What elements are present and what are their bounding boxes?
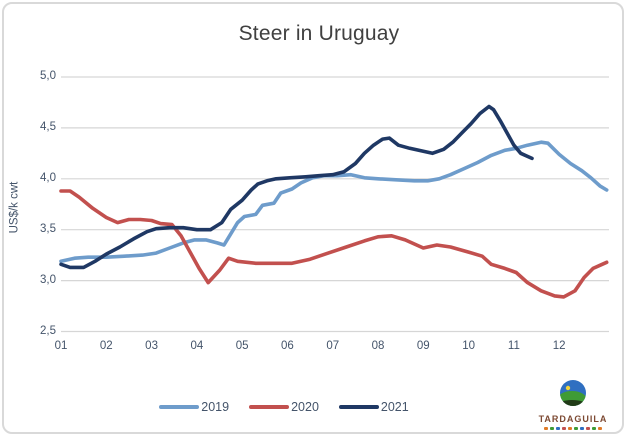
x-tick-label-09: 09 <box>416 340 430 352</box>
legend-item-2020: 2020 <box>249 400 319 414</box>
globe-shadow <box>560 400 586 406</box>
chart-title: Steer in Uruguay <box>238 22 400 45</box>
series-line-2020 <box>59 189 609 299</box>
series-line-2021 <box>59 104 534 270</box>
legend-item-2019: 2019 <box>159 400 229 414</box>
x-tick-label-08: 08 <box>371 340 385 352</box>
legend-swatch-2019 <box>159 405 200 409</box>
x-tick-label-12: 12 <box>552 340 566 352</box>
logo-globe-icon <box>560 380 586 406</box>
y-tick-label-2,5: 2,5 <box>40 324 56 337</box>
y-tick-label-4,5: 4,5 <box>40 120 56 133</box>
globe-sun <box>565 385 571 391</box>
legend: 2019 2020 2021 <box>0 400 568 414</box>
y-tick-label-5,0: 5,0 <box>40 70 56 82</box>
legend-label-2021: 2021 <box>380 400 409 414</box>
y-tick-label-3,0: 3,0 <box>40 273 56 286</box>
x-tick-label-07: 07 <box>326 340 340 352</box>
series-line-2019 <box>59 140 609 264</box>
legend-label-2019: 2019 <box>201 400 230 414</box>
x-tick-label-01: 01 <box>54 340 68 352</box>
x-tick-label-10: 10 <box>462 340 475 352</box>
legend-swatch-2020 <box>249 405 290 409</box>
y-tick-label-3,5: 3,5 <box>40 222 56 235</box>
logo: TARDAGUILA <box>530 379 616 430</box>
x-tick-label-06: 06 <box>281 340 294 352</box>
x-tick-label-11: 11 <box>507 340 520 352</box>
x-tick-label-04: 04 <box>190 340 204 352</box>
logo-tagline-marks <box>530 427 616 430</box>
y-tick-label-4,0: 4,0 <box>40 171 56 184</box>
legend-item-2021: 2021 <box>338 400 409 414</box>
x-tick-label-05: 05 <box>235 340 249 352</box>
logo-text: TARDAGUILA <box>538 414 608 424</box>
x-tick-label-02: 02 <box>99 340 113 352</box>
legend-swatch-2021 <box>338 405 379 409</box>
legend-label-2020: 2020 <box>291 400 319 414</box>
x-tick-label-03: 03 <box>145 340 158 352</box>
